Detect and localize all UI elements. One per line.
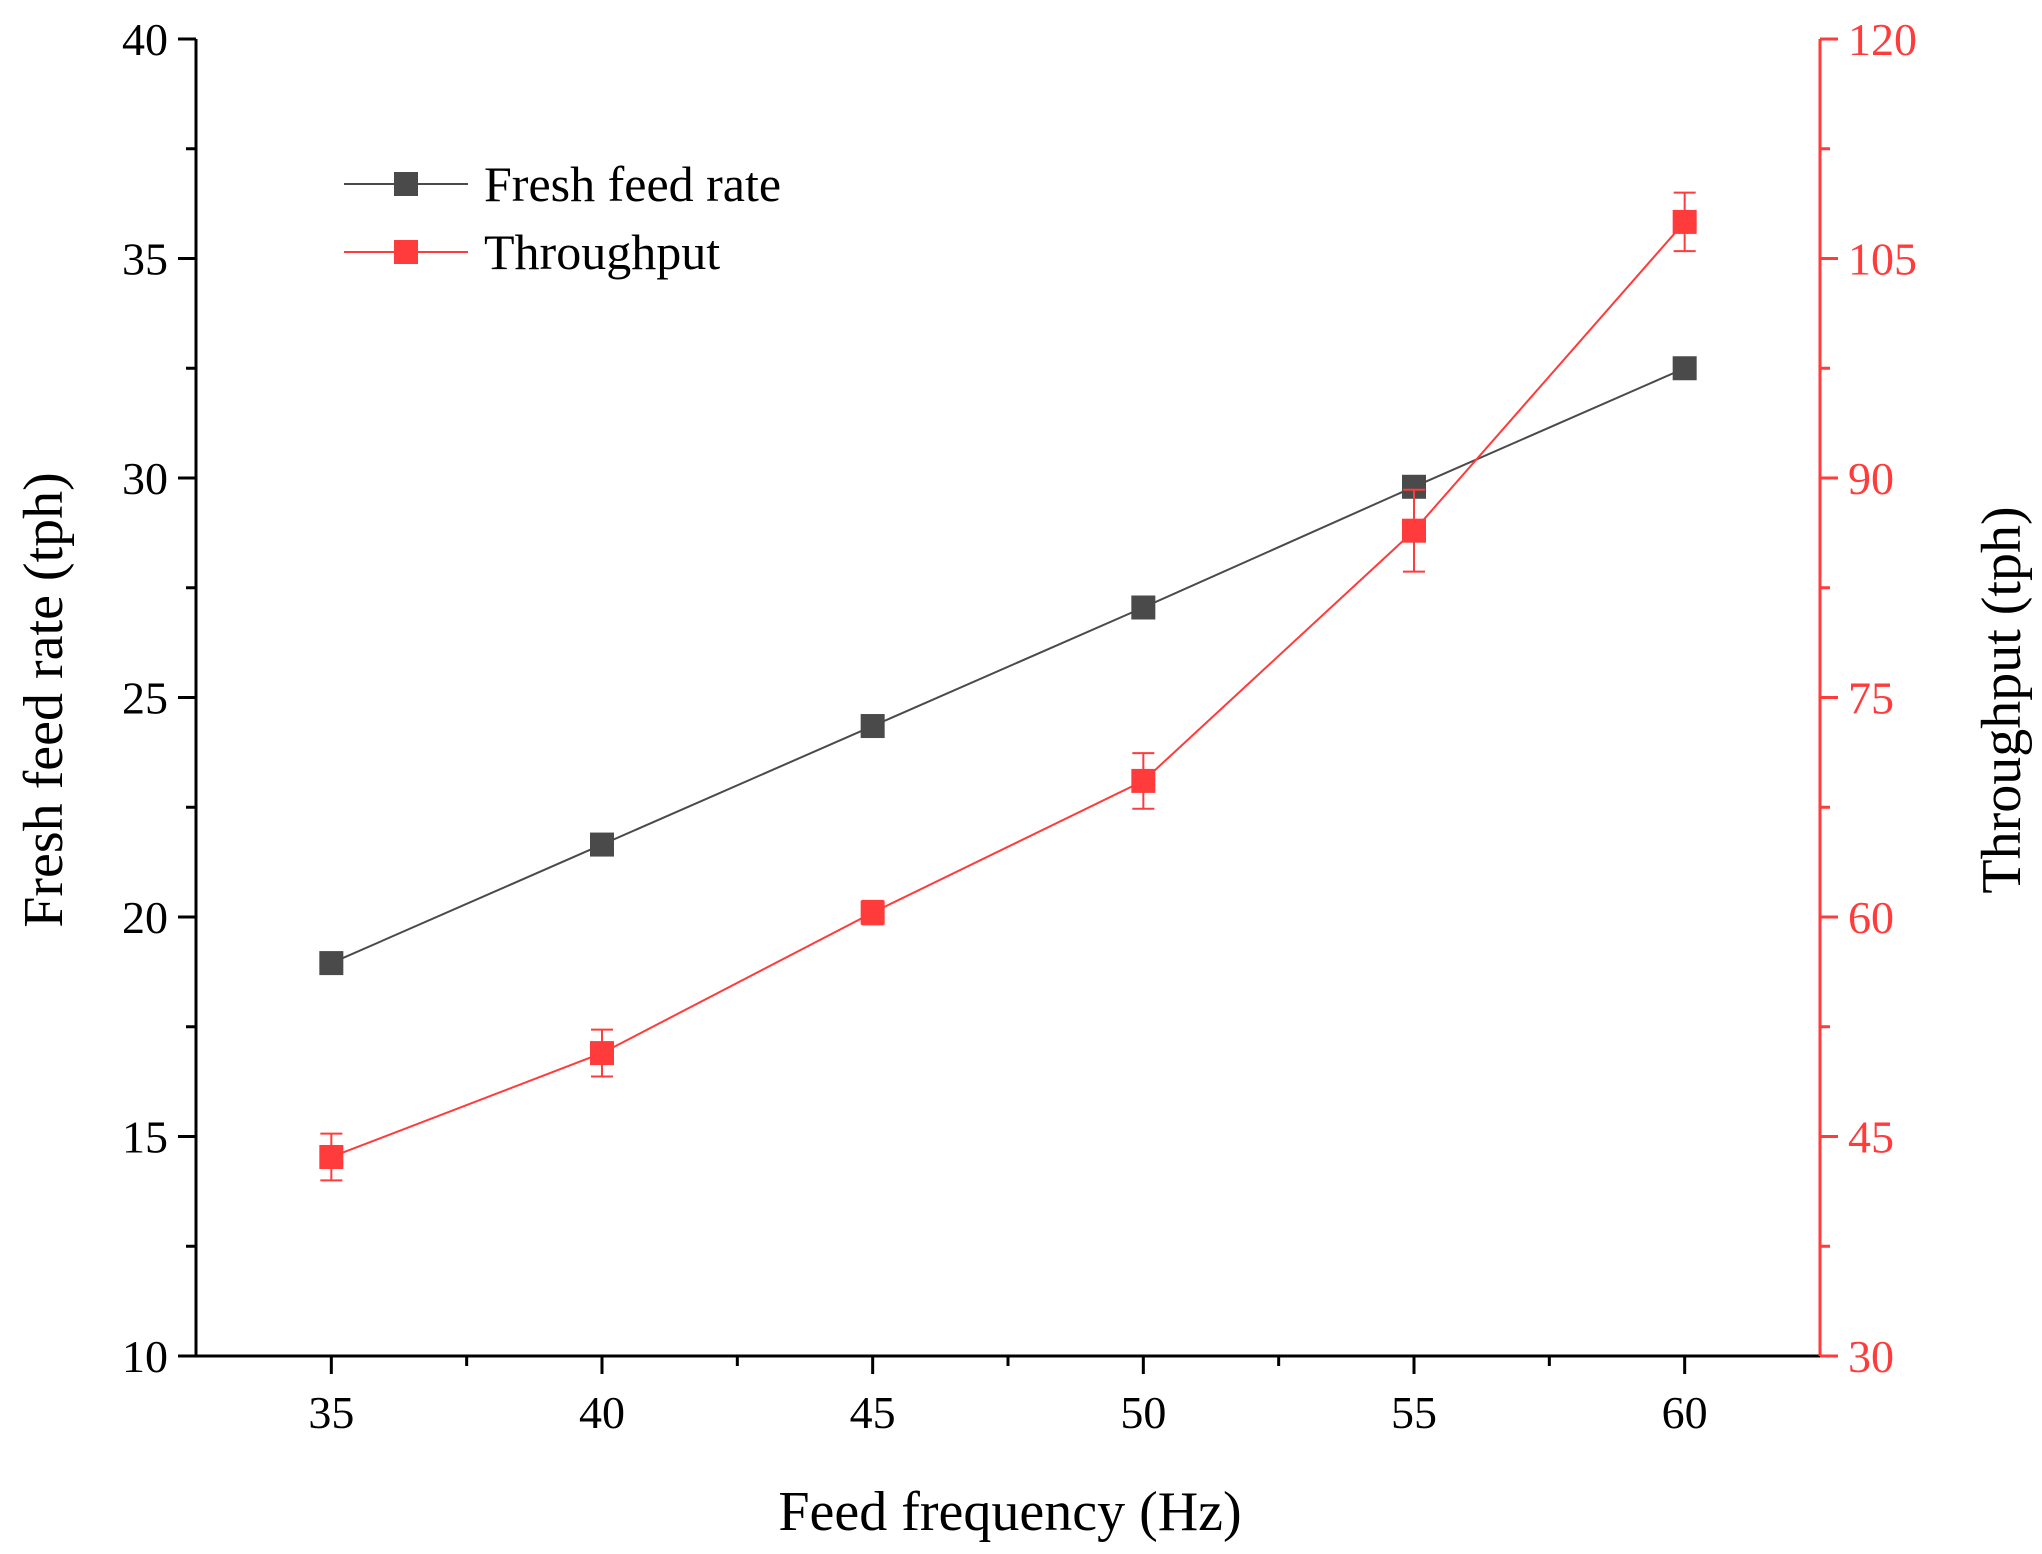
y-left-tick-label: 20 — [122, 892, 168, 943]
x-tick-label: 50 — [1120, 1387, 1166, 1438]
x-tick-label: 40 — [579, 1387, 625, 1438]
x-tick-label: 45 — [850, 1387, 896, 1438]
y-axis-left-title: Fresh feed rate (tph) — [13, 472, 75, 928]
throughput-data-point — [1672, 209, 1697, 234]
y-right-tick-label: 90 — [1848, 453, 1894, 504]
y-axis-right-title: Throughput (tph) — [1971, 506, 2033, 893]
x-axis: 35 40 45 50 55 60 — [308, 1356, 1708, 1438]
throughput-data-point — [1131, 768, 1156, 793]
y-right-tick-label: 105 — [1848, 234, 1917, 285]
x-tick-label: 55 — [1391, 1387, 1437, 1438]
legend-marker-fresh-feed — [394, 172, 418, 196]
y-left-tick-label: 35 — [122, 234, 168, 285]
x-tick-label: 60 — [1662, 1387, 1708, 1438]
legend: Fresh feed rate Throughput — [344, 156, 781, 280]
legend-label-throughput: Throughput — [484, 224, 720, 280]
y-left-tick-label: 25 — [122, 673, 168, 724]
x-axis-title: Feed frequency (Hz) — [778, 1481, 1241, 1543]
y-right-tick-label: 30 — [1848, 1331, 1894, 1382]
fresh-feed-data-point — [1672, 356, 1697, 381]
y-right-tick-label: 60 — [1848, 892, 1894, 943]
y-left-tick-label: 40 — [122, 14, 168, 65]
y-right-tick-label: 75 — [1848, 673, 1894, 724]
x-tick-label: 35 — [308, 1387, 354, 1438]
throughput-data-point — [590, 1041, 614, 1066]
y-left-tick-label: 15 — [122, 1112, 168, 1163]
y-left-tick-label: 30 — [122, 453, 168, 504]
y-right-tick-label: 120 — [1848, 14, 1917, 65]
fresh-feed-series-line — [330, 367, 1686, 965]
legend-marker-throughput — [394, 240, 418, 264]
y-right-tick-label: 45 — [1848, 1112, 1894, 1163]
legend-label-fresh-feed: Fresh feed rate — [484, 156, 781, 212]
fresh-feed-data-point — [319, 951, 344, 976]
throughput-data-point — [1402, 518, 1426, 543]
y-axis-right: 30 45 60 75 90 105 120 — [1820, 14, 1917, 1382]
fresh-feed-data-point — [590, 832, 614, 857]
throughput-data-point — [860, 900, 885, 925]
throughput-data-point — [319, 1144, 344, 1169]
fresh-feed-data-point — [1131, 595, 1156, 620]
plot-frame — [194, 39, 1822, 1358]
series-layer — [319, 191, 1697, 1182]
throughput-series-line — [330, 221, 1686, 1158]
y-left-tick-label: 10 — [122, 1331, 168, 1382]
y-axis-left: 10 15 20 25 30 35 40 — [122, 14, 196, 1382]
fresh-feed-data-point — [860, 714, 885, 739]
